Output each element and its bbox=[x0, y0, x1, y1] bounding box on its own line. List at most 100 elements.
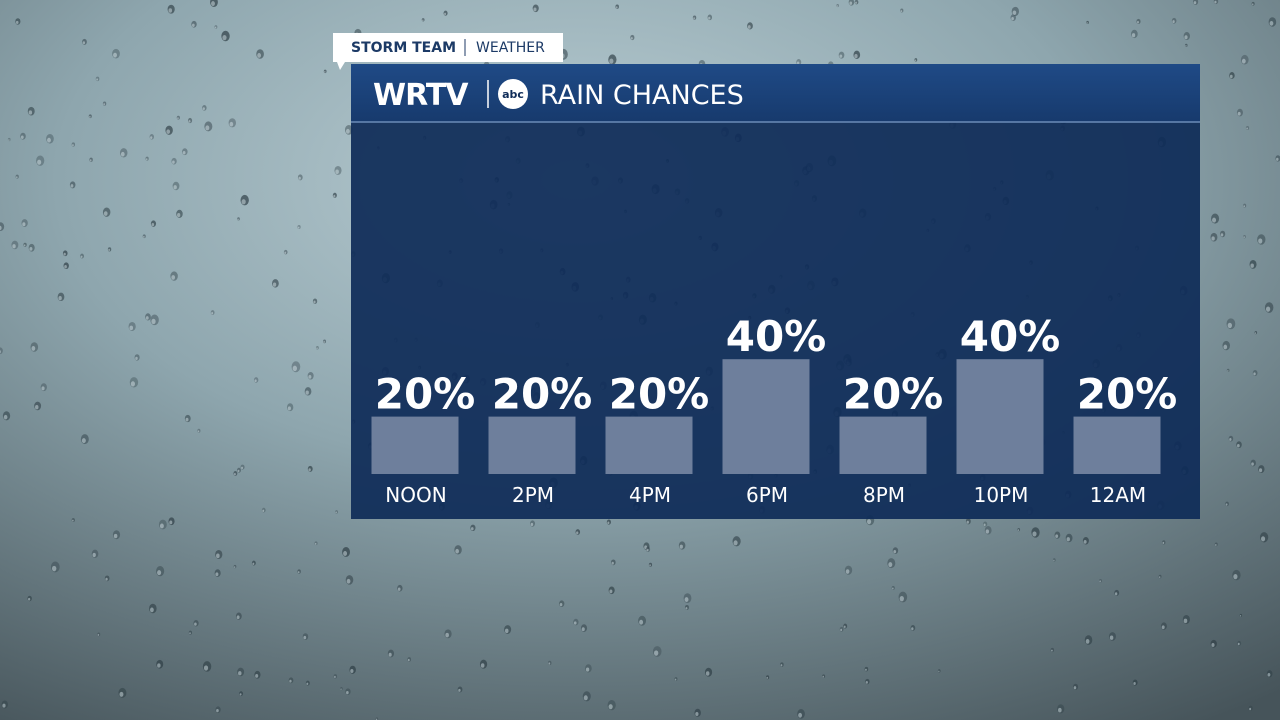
raindrop-highlight bbox=[113, 533, 118, 539]
raindrop-highlight bbox=[35, 405, 39, 410]
station-name: WRTV bbox=[373, 78, 469, 113]
raindrop bbox=[315, 345, 319, 350]
raindrop-highlight bbox=[12, 244, 16, 249]
raindrop bbox=[1184, 43, 1188, 47]
raindrop-highlight bbox=[308, 375, 312, 379]
raindrop-highlight bbox=[581, 627, 585, 632]
raindrop-highlight bbox=[422, 19, 424, 22]
raindrop-highlight bbox=[173, 185, 177, 190]
raindrop bbox=[397, 584, 403, 592]
raindrop bbox=[608, 586, 615, 595]
raindrop-highlight bbox=[639, 619, 644, 625]
raindrop-highlight bbox=[693, 17, 695, 20]
raindrop-highlight bbox=[900, 10, 903, 13]
bar bbox=[722, 359, 810, 474]
raindrop bbox=[1136, 18, 1141, 25]
raindrop bbox=[89, 157, 93, 162]
raindrop-highlight bbox=[298, 176, 301, 180]
raindrop-highlight bbox=[177, 213, 181, 218]
raindrop-highlight bbox=[1241, 58, 1246, 64]
raindrop bbox=[215, 549, 223, 559]
raindrop bbox=[237, 217, 240, 221]
raindrop bbox=[30, 342, 39, 352]
raindrop-highlight bbox=[189, 632, 191, 635]
raindrop bbox=[1011, 6, 1020, 17]
raindrop-highlight bbox=[679, 544, 683, 549]
raindrop-highlight bbox=[130, 381, 135, 387]
raindrop bbox=[176, 209, 183, 218]
raindrop bbox=[107, 247, 112, 252]
raindrop bbox=[97, 632, 101, 637]
raindrop-highlight bbox=[64, 265, 67, 269]
raindrop bbox=[95, 76, 100, 82]
raindrop-highlight bbox=[205, 125, 210, 131]
raindrop bbox=[914, 58, 918, 62]
raindrop bbox=[57, 292, 65, 302]
raindrop bbox=[1225, 501, 1229, 507]
raindrop bbox=[643, 542, 650, 550]
raindrop-highlight bbox=[480, 663, 485, 668]
raindrop bbox=[150, 220, 157, 227]
raindrop-highlight bbox=[23, 244, 26, 247]
raindrop-highlight bbox=[1276, 157, 1279, 161]
raindrop bbox=[648, 562, 653, 567]
raindrop bbox=[1017, 527, 1021, 532]
raindrop bbox=[15, 174, 19, 179]
raindrop-highlight bbox=[236, 615, 240, 620]
raindrop-highlight bbox=[29, 246, 33, 251]
raindrop-highlight bbox=[504, 628, 509, 634]
raindrop-highlight bbox=[159, 523, 164, 529]
raindrop bbox=[1214, 542, 1218, 547]
raindrop-highlight bbox=[607, 521, 610, 525]
raindrop-highlight bbox=[1253, 372, 1256, 376]
raindrop-highlight bbox=[324, 71, 326, 73]
raindrop-highlight bbox=[849, 1, 853, 5]
raindrop-highlight bbox=[1227, 370, 1229, 372]
raindrop-highlight bbox=[166, 129, 171, 134]
raindrop bbox=[88, 114, 92, 119]
raindrop bbox=[1236, 108, 1243, 117]
raindrop-highlight bbox=[8, 139, 10, 141]
raindrop bbox=[254, 670, 261, 679]
raindrop bbox=[1213, 0, 1219, 5]
raindrop-highlight bbox=[202, 107, 205, 111]
raindrop-highlight bbox=[28, 597, 31, 601]
raindrop-highlight bbox=[194, 622, 197, 626]
raindrop bbox=[1257, 234, 1266, 245]
raindrop bbox=[1266, 670, 1273, 678]
raindrop-highlight bbox=[888, 562, 893, 568]
raindrop bbox=[822, 674, 826, 679]
raindrop bbox=[892, 547, 899, 555]
raindrop bbox=[184, 414, 191, 423]
raindrop bbox=[630, 34, 635, 41]
raindrop bbox=[307, 465, 313, 472]
raindrop-highlight bbox=[855, 1, 857, 4]
raindrop-highlight bbox=[836, 5, 838, 7]
raindrop bbox=[611, 559, 616, 566]
raindrop bbox=[204, 121, 213, 132]
raindrop bbox=[615, 4, 619, 9]
raindrop bbox=[237, 667, 245, 677]
raindrop-highlight bbox=[58, 295, 62, 301]
raindrop bbox=[202, 661, 212, 672]
raindrop bbox=[156, 566, 165, 577]
raindrop-highlight bbox=[766, 676, 769, 679]
raindrop bbox=[582, 691, 591, 702]
raindrop bbox=[652, 646, 662, 657]
raindrop-highlight bbox=[1017, 529, 1020, 531]
raindrop bbox=[1245, 125, 1250, 130]
raindrop bbox=[530, 520, 536, 527]
raindrop bbox=[102, 207, 111, 217]
raindrop bbox=[843, 623, 848, 629]
raindrop bbox=[479, 659, 488, 669]
raindrop-highlight bbox=[333, 194, 336, 198]
raindrop-highlight bbox=[22, 222, 26, 227]
raindrop-highlight bbox=[63, 252, 66, 256]
raindrop-highlight bbox=[0, 225, 2, 231]
raindrop-highlight bbox=[674, 678, 677, 681]
raindrop-highlight bbox=[1211, 642, 1215, 647]
raindrop bbox=[1082, 536, 1089, 545]
raindrop bbox=[302, 633, 309, 640]
raindrop-highlight bbox=[938, 670, 940, 673]
raindrop bbox=[1108, 632, 1116, 641]
